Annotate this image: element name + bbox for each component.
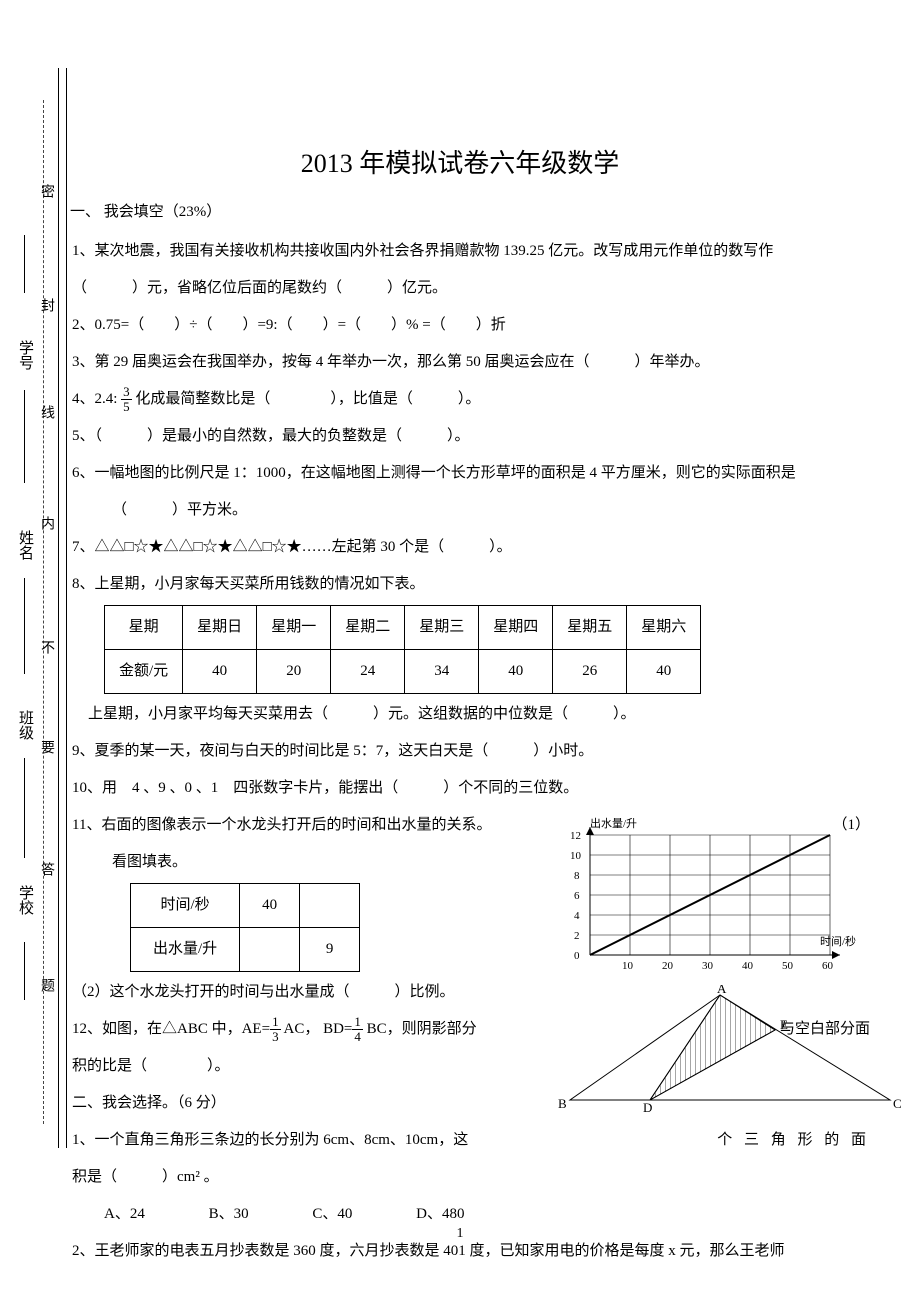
svg-text:A: A	[717, 985, 727, 996]
q9-text: 9、夏季的某一天，夜间与白天的时间比是 5：7，这天白天是（ ）小时。	[70, 735, 890, 768]
label-school: 学校	[15, 885, 36, 915]
svg-text:B: B	[558, 1096, 567, 1111]
margin-nei: 内	[36, 516, 56, 538]
svg-text:出水量/升: 出水量/升	[590, 816, 637, 830]
q10-text: 10、用 4 、9 、0 、1 四张数字卡片，能摆出（ ）个不同的三位数。	[70, 772, 890, 805]
q8-text: 8、上星期，小月家每天买菜所用钱数的情况如下表。	[70, 568, 890, 601]
margin-feng: 封	[36, 298, 56, 320]
svg-text:D: D	[643, 1100, 652, 1115]
label-student-id: 学号	[15, 340, 36, 370]
q12-triangle: A B C D E	[540, 985, 910, 1115]
q6-text: 6、一幅地图的比例尺是 1：1000，在这幅地图上测得一个长方形草坪的面积是 4…	[70, 457, 890, 490]
s2q1-text: 1、一个直角三角形三条边的长分别为 6cm、8cm、10cm，这 个 三 角 形…	[70, 1124, 890, 1157]
q3-text: 3、第 29 届奥运会在我国举办，按每 4 年举办一次，那么第 50 届奥运会应…	[70, 346, 890, 379]
label-class: 班级	[15, 710, 36, 740]
q5-text: 5、（ ）是最小的自然数，最大的负整数是（ ）。	[70, 420, 890, 453]
q1b-text: （ ）元，省略亿位后面的尾数约（ ）亿元。	[70, 272, 890, 305]
q11-table: 时间/秒 40 出水量/升 9	[130, 883, 360, 972]
q6b-text: （ ）平方米。	[70, 494, 890, 527]
label-name: 姓名	[15, 530, 36, 560]
q11-chart: 出水量/升 0 2 4 6 8 10 12 10 20	[560, 815, 860, 975]
section1-heading: 一、 我会填空（23%）	[70, 196, 890, 229]
svg-text:10: 10	[622, 960, 634, 972]
margin-bu: 不	[36, 640, 56, 662]
svg-text:4: 4	[574, 910, 580, 922]
margin-seal: 密	[36, 184, 56, 206]
q7-text: 7、△△□☆★△△□☆★△△□☆★……左起第 30 个是（ ）。	[70, 531, 890, 564]
svg-text:C: C	[893, 1096, 902, 1111]
svg-text:8: 8	[574, 870, 580, 882]
svg-text:60: 60	[822, 960, 834, 972]
margin-da: 答	[36, 862, 56, 884]
svg-text:10: 10	[570, 850, 582, 862]
svg-text:40: 40	[742, 960, 754, 972]
svg-text:12: 12	[570, 830, 581, 842]
svg-text:0: 0	[574, 950, 580, 962]
q1-text: 1、某次地震，我国有关接收机构共接收国内外社会各界捐赠款物 139.25 亿元。…	[70, 235, 890, 268]
q8b-text: 上星期，小月家平均每天买菜用去（ ）元。这组数据的中位数是（ ）。	[70, 698, 890, 731]
svg-text:50: 50	[782, 960, 794, 972]
margin-ti: 题	[36, 978, 56, 1000]
svg-text:30: 30	[702, 960, 714, 972]
margin-xian: 线	[36, 405, 56, 427]
margin-yao: 要	[36, 740, 56, 762]
q4-text: 4、2.4: 35 化成最简整数比是（ ），比值是（ ）。	[70, 383, 890, 416]
s2q1b-text: 积是（ ）cm² 。	[70, 1161, 890, 1194]
svg-text:时间/秒: 时间/秒	[820, 934, 856, 948]
q2-text: 2、0.75=（ ）÷（ ）=9:（ ）=（ ）% =（ ）折	[70, 309, 890, 342]
svg-text:E: E	[780, 1017, 788, 1032]
svg-text:6: 6	[574, 890, 580, 902]
svg-text:20: 20	[662, 960, 674, 972]
svg-text:2: 2	[574, 930, 580, 942]
page-number: 1	[0, 1226, 920, 1242]
q8-table: 星期 星期日 星期一 星期二 星期三 星期四 星期五 星期六 金额/元 40 2…	[104, 605, 701, 694]
